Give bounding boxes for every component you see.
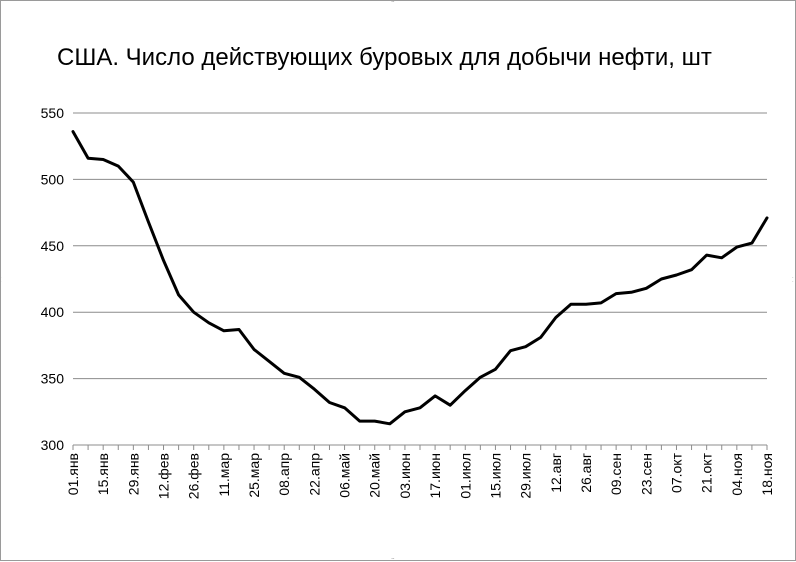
data-point [298,376,301,379]
resize-handle-left[interactable]: ∙ ∙ [0,275,2,285]
data-point [494,368,497,371]
data-point [630,291,633,294]
x-tick-label: 26.авг [578,453,594,493]
data-point [87,157,90,160]
x-tick-label: 29.июл [518,453,534,499]
data-point [72,130,75,133]
data-point [343,406,346,409]
y-tick-label: 500 [41,171,65,187]
data-point [207,321,210,324]
chart-title: США. Число действующих буровых для добыч… [57,44,712,71]
resize-handle-bottom[interactable]: ∙∙∙∙ [391,556,395,562]
x-tick-label: 17.июн [427,453,443,499]
data-point [524,345,527,348]
data-point [554,316,557,319]
data-point [434,394,437,397]
x-tick-label: 25.мар [246,453,262,498]
data-point [117,165,120,168]
data-point [660,278,663,281]
x-tick-label: 07.окт [668,452,684,493]
data-point [766,216,769,219]
data-point [403,410,406,413]
data-point [675,274,678,277]
data-point [328,401,331,404]
x-tick-label: 21.окт [699,452,715,493]
data-point [645,287,648,290]
data-point [222,329,225,332]
x-tick-label: 18.ноя [759,453,775,496]
data-point [313,388,316,391]
data-point [177,293,180,296]
data-point [373,420,376,423]
x-tick-label: 20.май [367,453,383,498]
data-point [388,422,391,425]
data-point [509,349,512,352]
x-tick-label: 26.фев [186,453,202,499]
x-tick-label: 22.апр [306,453,322,496]
x-tick-label: 11.мар [216,453,232,497]
resize-handle-right[interactable]: ∙ ∙ [792,275,794,285]
x-tick-label: 15.июл [487,453,503,499]
y-tick-label: 300 [41,437,65,453]
x-tick-label: 09.сен [608,453,624,495]
data-point [102,158,105,161]
data-point [147,220,150,223]
resize-handle-top[interactable]: ∙∙∙∙ [391,0,395,5]
data-point [720,256,723,259]
data-point [162,259,165,262]
x-tick-label: 12.авг [548,453,564,493]
x-tick-label: 06.май [337,453,353,498]
x-tick-label: 01.июл [457,453,473,499]
data-point [615,292,618,295]
y-tick-label: 350 [41,371,65,387]
data-point [449,404,452,407]
data-point [268,360,271,363]
data-point [479,376,482,379]
data-point [600,301,603,304]
x-tick-label: 04.ноя [729,453,745,496]
data-point [584,303,587,306]
data-point [283,372,286,375]
data-point [253,348,256,351]
data-point [569,303,572,306]
y-tick-label: 400 [41,304,65,320]
data-point [735,246,738,249]
x-tick-label: 23.сен [638,453,654,495]
y-tick-label: 550 [41,105,65,121]
data-point [132,181,135,184]
series-line [71,130,769,426]
x-tick-label: 08.апр [276,453,292,496]
data-point [750,242,753,245]
data-point [358,420,361,423]
x-tick-label: 12.фев [156,453,172,499]
x-tick-label: 29.янв [125,453,141,495]
data-point [705,254,708,257]
data-point [539,336,542,339]
data-point [237,328,240,331]
x-tick-label: 15.янв [95,453,111,495]
data-point [690,268,693,271]
x-tick-label: 01.янв [65,453,81,495]
y-tick-label: 450 [41,238,65,254]
data-point [464,389,467,392]
data-point [419,406,422,409]
x-tick-label: 03.июн [397,453,413,499]
data-point [192,311,195,314]
